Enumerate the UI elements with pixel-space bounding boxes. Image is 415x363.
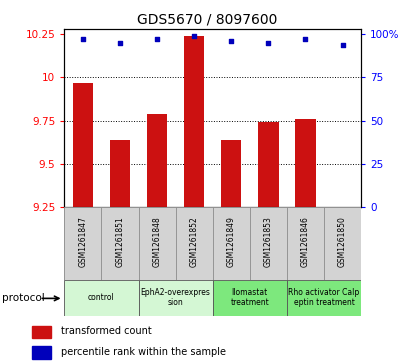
Bar (184, 36, 204, 207)
Bar (221, 139, 242, 207)
Text: GDS5670 / 8097600: GDS5670 / 8097600 (137, 13, 278, 27)
Bar (324, 207, 361, 280)
Bar (73, 82, 93, 207)
Text: EphA2-overexpres
sion: EphA2-overexpres sion (141, 288, 210, 307)
Bar (101, 207, 139, 280)
Text: GSM1261853: GSM1261853 (264, 216, 273, 267)
Text: Ilomastat
treatment: Ilomastat treatment (230, 288, 269, 307)
Point (265, 40, 272, 46)
Point (154, 37, 160, 42)
Point (339, 42, 346, 48)
Point (117, 40, 123, 46)
Text: GSM1261852: GSM1261852 (190, 216, 199, 267)
Bar (64, 207, 101, 280)
Text: GSM1261847: GSM1261847 (78, 216, 88, 267)
Text: GSM1261850: GSM1261850 (338, 216, 347, 267)
Bar (250, 207, 287, 280)
Bar (147, 114, 167, 207)
Bar (32, 346, 51, 359)
Bar (287, 207, 324, 280)
Text: protocol: protocol (2, 293, 45, 303)
Bar (295, 119, 316, 207)
Bar (258, 122, 278, 207)
Text: GSM1261849: GSM1261849 (227, 216, 236, 267)
Point (228, 38, 234, 44)
Point (191, 33, 198, 39)
Text: GSM1261846: GSM1261846 (301, 216, 310, 267)
Bar (64, 280, 139, 316)
Bar (213, 280, 287, 316)
Text: transformed count: transformed count (61, 326, 151, 336)
Bar (139, 280, 213, 316)
Bar (32, 326, 51, 338)
Bar (287, 280, 361, 316)
Bar (139, 207, 176, 280)
Text: percentile rank within the sample: percentile rank within the sample (61, 347, 225, 357)
Bar (213, 207, 250, 280)
Point (80, 37, 86, 42)
Text: GSM1261848: GSM1261848 (153, 216, 161, 267)
Text: control: control (88, 293, 115, 302)
Bar (176, 207, 213, 280)
Text: GSM1261851: GSM1261851 (115, 216, 124, 267)
Point (302, 37, 309, 42)
Bar (110, 139, 130, 207)
Text: Rho activator Calp
eptin treatment: Rho activator Calp eptin treatment (288, 288, 359, 307)
